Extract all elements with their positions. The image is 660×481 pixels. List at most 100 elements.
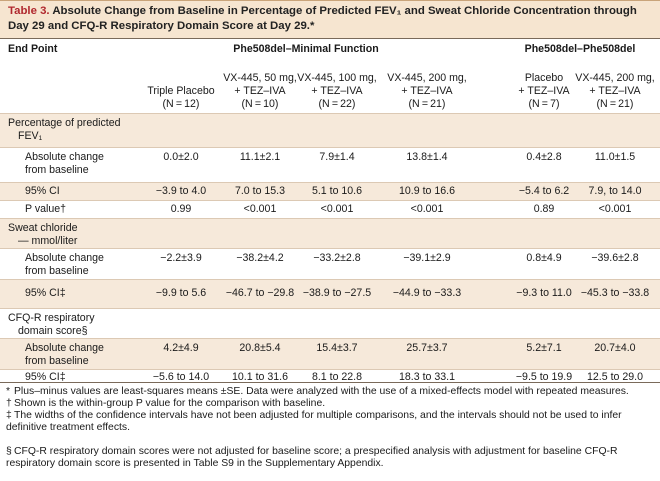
- row-label: 95% CI‡: [25, 371, 66, 383]
- footnote: § CFQ-R respiratory domain scores were no…: [6, 446, 652, 470]
- table-cell: 4.2±4.9: [163, 342, 199, 354]
- row-divider: [0, 182, 660, 183]
- column-header-n: (N = 21): [408, 98, 446, 110]
- row-divider: [0, 338, 660, 339]
- table-cell: 15.4±3.7: [316, 342, 358, 354]
- row-label: Absolute change: [25, 342, 104, 354]
- row-shading: [0, 218, 660, 248]
- column-header-n: (N = 21): [596, 98, 634, 110]
- row-divider: [0, 248, 660, 249]
- row-divider: [0, 308, 660, 309]
- column-header-n: (N = 22): [318, 98, 356, 110]
- table-header: [0, 38, 660, 114]
- table-cell: −5.4 to 6.2: [518, 184, 570, 197]
- column-header-line2: Triple Placebo: [147, 85, 215, 97]
- section-title: CFQ-R respiratory: [8, 312, 95, 324]
- table-cell: 5.1 to 10.6: [311, 184, 363, 197]
- footnote-mark: §: [6, 446, 12, 457]
- table-cell: 18.3 to 33.1: [399, 371, 455, 383]
- table-cell: 8.1 to 22.8: [311, 371, 363, 383]
- column-header-line1: Placebo: [524, 72, 564, 84]
- table-cell: 10.9 to 16.6: [399, 184, 455, 197]
- table-cell: 0.89: [533, 202, 555, 215]
- table-cell: 10.1 to 31.6: [232, 371, 288, 383]
- table-cell: −44.9 to −33.3: [392, 287, 462, 299]
- row-divider: [0, 200, 660, 201]
- row-shading: [0, 279, 660, 308]
- table-title: Table 3. Absolute Change from Baseline i…: [8, 4, 648, 34]
- table-cell: 5.2±7.1: [526, 342, 562, 354]
- table-cell: −5.6 to 14.0: [152, 371, 210, 383]
- row-label: 95% CI‡: [25, 287, 66, 299]
- section-subtitle: domain score§: [18, 325, 88, 337]
- table-cell: 13.8±1.4: [406, 151, 448, 163]
- table-cell: 0.4±2.8: [526, 151, 562, 163]
- column-header-line1: VX-445, 200 mg,: [575, 72, 655, 84]
- table-cell: <0.001: [243, 202, 277, 215]
- table-cell: 11.0±1.5: [594, 151, 636, 163]
- footnote-text: CFQ-R respiratory domain scores were not…: [6, 446, 618, 469]
- footnote-mark: ‡: [6, 410, 12, 421]
- table-cell: <0.001: [410, 202, 444, 215]
- row-divider: [0, 369, 660, 370]
- table-cell: −46.7 to −29.8: [225, 287, 295, 299]
- table-cell: 12.5 to 29.0: [587, 371, 643, 383]
- table-cell: −39.1±2.9: [403, 252, 451, 264]
- table-title-bar: Table 3. Absolute Change from Baseline i…: [0, 0, 660, 39]
- column-header-line2: + TEZ–IVA: [234, 85, 286, 97]
- table-cell: 7.9±1.4: [319, 151, 355, 163]
- row-divider: [0, 218, 660, 219]
- table-cell: −45.3 to −33.8: [580, 287, 650, 299]
- table-cell: 25.7±3.7: [406, 342, 448, 354]
- footnote-text: The widths of the confidence intervals h…: [6, 410, 622, 433]
- table-cell: −33.2±2.8: [313, 252, 361, 264]
- column-header-n: (N = 7): [528, 98, 560, 110]
- footnote-mark: †: [6, 398, 12, 409]
- row-shading: [0, 338, 660, 369]
- table-cell: 0.8±4.9: [526, 252, 562, 264]
- table-cell: −38.2±4.2: [236, 252, 284, 264]
- row-label: 95% CI: [25, 184, 60, 197]
- row-label: Absolute change: [25, 252, 104, 264]
- table-cell: 0.0±2.0: [163, 151, 199, 163]
- column-header-line1: VX-445, 200 mg,: [387, 72, 467, 84]
- table-cell: 20.7±4.0: [594, 342, 636, 354]
- footnote: ‡ The widths of the confidence intervals …: [6, 410, 652, 434]
- row-label-continued: from baseline: [25, 164, 89, 176]
- table-cell: −9.9 to 5.6: [155, 287, 207, 299]
- footnote-text: Shown is the within-group P value for th…: [14, 398, 326, 409]
- table-cell: 11.1±2.1: [239, 151, 281, 163]
- row-shading: [0, 113, 660, 147]
- section-subtitle: — mmol/liter: [18, 235, 78, 247]
- column-header-line2: + TEZ–IVA: [401, 85, 453, 97]
- table-cell: 20.8±5.4: [239, 342, 281, 354]
- group-header-phe508del: Phe508del–Phe508del: [524, 43, 636, 55]
- table-number: Table 3.: [8, 5, 50, 17]
- column-header-n: (N = 12): [162, 98, 200, 110]
- table-cell: <0.001: [598, 202, 632, 215]
- row-label: P value†: [25, 202, 67, 215]
- table-cell: −2.2±3.9: [160, 252, 202, 264]
- column-header-line1: VX-445, 50 mg,: [223, 72, 297, 84]
- column-header-line2: + TEZ–IVA: [589, 85, 641, 97]
- table-cell: −3.9 to 4.0: [155, 184, 207, 197]
- column-header-line1: VX-445, 100 mg,: [297, 72, 377, 84]
- column-header-line2: + TEZ–IVA: [311, 85, 363, 97]
- footnote-text: Plus–minus values are least-squares mean…: [14, 386, 629, 397]
- footer-rule: [0, 382, 660, 383]
- table-cell: 0.99: [170, 202, 192, 215]
- row-label-continued: from baseline: [25, 355, 89, 367]
- section-subtitle: FEV₁: [18, 130, 43, 142]
- footnote: † Shown is the within-group P value for t…: [6, 398, 652, 410]
- table-cell: −39.6±2.8: [591, 252, 639, 264]
- column-header-line2: + TEZ–IVA: [518, 85, 570, 97]
- table-caption: Absolute Change from Baseline in Percent…: [8, 5, 637, 32]
- row-divider: [0, 279, 660, 280]
- table-cell: −9.5 to 19.9: [515, 371, 573, 383]
- row-divider: [0, 147, 660, 148]
- section-title: Sweat chloride: [8, 222, 78, 234]
- row-shading: [0, 182, 660, 200]
- column-header-n: (N = 10): [241, 98, 279, 110]
- end-point-header: End Point: [8, 43, 58, 55]
- row-label: Absolute change: [25, 151, 104, 163]
